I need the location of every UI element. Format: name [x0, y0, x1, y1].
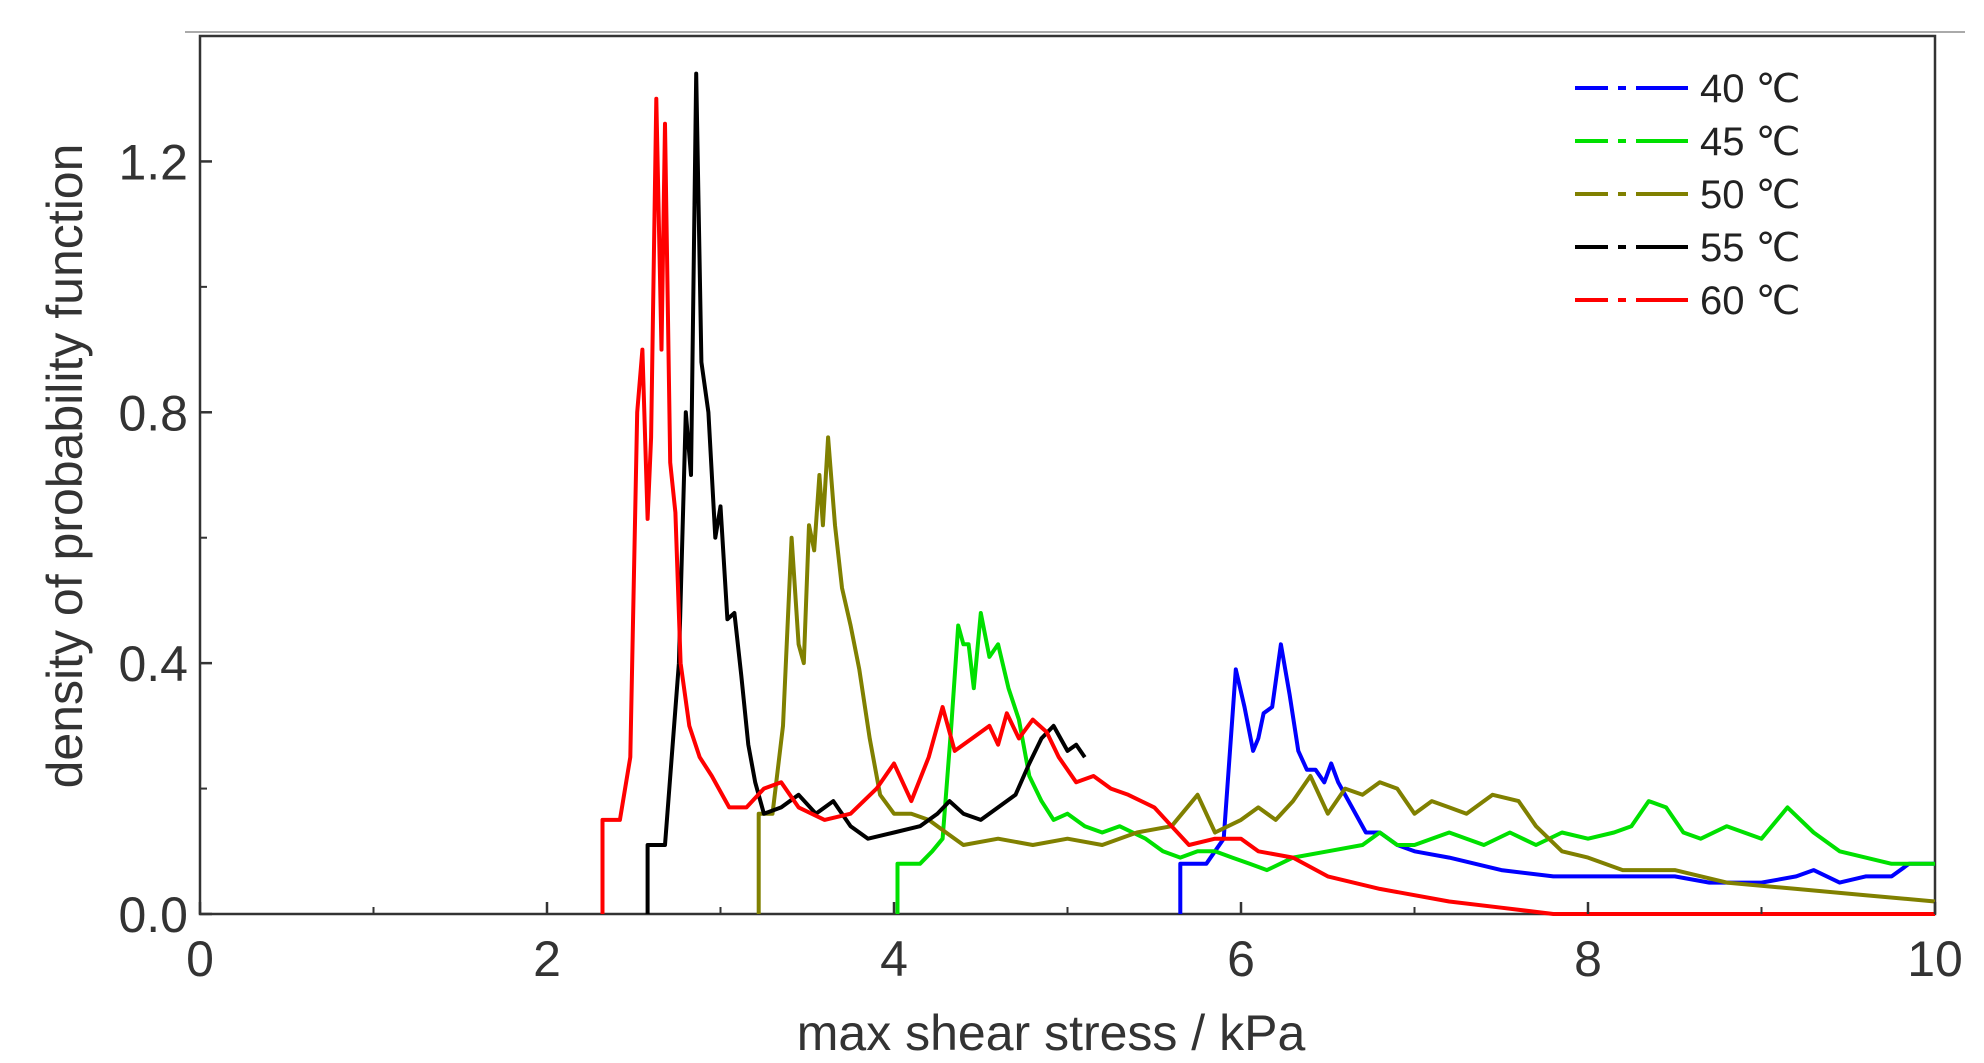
series-line-3	[756, 435, 1936, 914]
x-tick-label: 2	[533, 931, 561, 987]
x-tick-label: 8	[1574, 931, 1602, 987]
legend-label: 40 ℃	[1700, 67, 1801, 111]
x-tick-label: 6	[1227, 931, 1255, 987]
legend: 40 ℃ 45 ℃ 50 ℃ 55 ℃ 60 ℃	[1555, 58, 1885, 343]
y-tick-label: 1.2	[118, 134, 188, 190]
series-line-4	[645, 71, 1087, 914]
x-tick-label: 4	[880, 931, 908, 987]
x-axis-title: max shear stress / kPa	[797, 1005, 1306, 1061]
y-tick-label: 0.8	[118, 385, 188, 441]
legend-label: 60 ℃	[1700, 279, 1801, 323]
series-layer	[600, 71, 1936, 916]
y-tick-label: 0.4	[118, 636, 188, 692]
x-tick-label: 10	[1907, 931, 1963, 987]
legend-box	[1555, 58, 1885, 343]
y-tick-label: 0.0	[118, 887, 188, 943]
legend-label: 45 ℃	[1700, 120, 1801, 164]
y-axis-title: density of probability function	[37, 144, 93, 789]
series-line-5	[600, 96, 1935, 916]
x-tick-label: 0	[186, 931, 214, 987]
legend-label: 50 ℃	[1700, 173, 1801, 217]
series-line-2	[895, 611, 1935, 914]
series-line-1	[1178, 642, 1935, 914]
legend-label: 55 ℃	[1700, 226, 1801, 270]
axes-layer: 0 2 4 6 8 10 0.0 0.4 0.8 1.2	[118, 134, 1962, 987]
